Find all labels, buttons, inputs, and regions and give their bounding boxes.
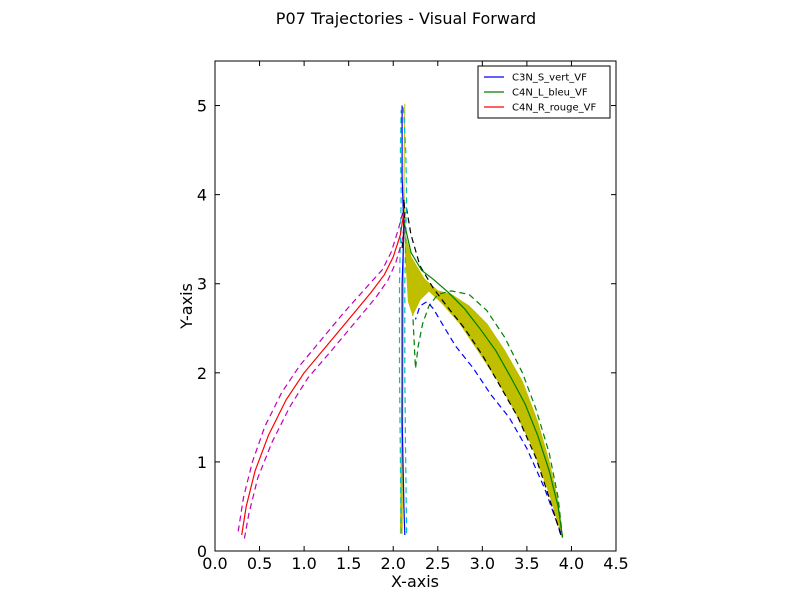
legend-label-0: C3N_S_vert_VF — [512, 73, 587, 84]
plot-frame — [214, 60, 617, 552]
x-axis-label: X-axis — [391, 572, 439, 591]
dashed-bound-1 — [414, 300, 562, 534]
y-axis-label: Y-axis — [177, 283, 196, 330]
series-lines — [241, 105, 564, 538]
y-tick-label: 0 — [197, 542, 207, 561]
x-tick-label: 3.0 — [470, 554, 495, 573]
x-tick-label: 2.0 — [380, 554, 405, 573]
y-tick-label: 3 — [197, 275, 207, 294]
dashed-bounds — [237, 105, 564, 539]
x-tick-label: 2.5 — [425, 554, 450, 573]
dashed-bound-2 — [405, 203, 562, 536]
dashed-bound-3 — [402, 105, 408, 534]
x-axis-ticks: 0.0 0.5 1.0 1.5 2.0 2.5 3.0 3.5 4.0 4.5 — [202, 61, 629, 573]
series-line-2 — [241, 212, 405, 536]
legend: C3N_S_vert_VF C4N_L_bleu_VF C4N_R_rouge_VF — [477, 65, 611, 119]
dashed-bound-5 — [237, 207, 405, 532]
x-tick-label: 4.0 — [559, 554, 584, 573]
legend-entries: C3N_S_vert_VF C4N_L_bleu_VF C4N_R_rouge_VF — [484, 73, 596, 114]
x-tick-label: 4.5 — [603, 554, 628, 573]
series-line-0 — [401, 105, 406, 536]
legend-label-1: C4N_L_bleu_VF — [512, 88, 588, 99]
dashed-bound-0 — [412, 290, 564, 538]
x-tick-label: 3.5 — [514, 554, 539, 573]
series-line-1 — [403, 221, 564, 538]
y-tick-label: 5 — [197, 97, 207, 116]
chart-title: P07 Trajectories - Visual Forward — [276, 9, 536, 28]
x-tick-label: 1.5 — [336, 554, 361, 573]
x-tick-label: 1.0 — [291, 554, 316, 573]
y-axis-ticks: 0 1 2 3 4 5 — [197, 97, 616, 561]
y-tick-label: 4 — [197, 186, 207, 205]
x-tick-label: 0.0 — [202, 554, 227, 573]
y-tick-label: 1 — [197, 453, 207, 472]
legend-label-2: C4N_R_rouge_VF — [512, 103, 596, 114]
band-0 — [403, 185, 563, 538]
dashed-bound-6 — [243, 219, 406, 539]
y-tick-label: 2 — [197, 364, 207, 383]
dashed-bound-4 — [398, 109, 402, 534]
x-tick-label: 0.5 — [247, 554, 272, 573]
